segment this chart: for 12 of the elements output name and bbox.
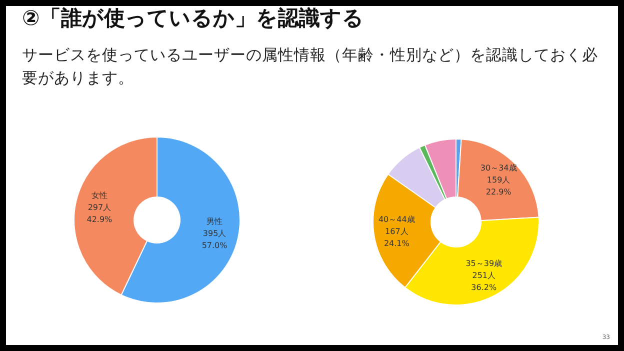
data-label: 297人 42.9% bbox=[86, 202, 113, 224]
slice-label: 男性 bbox=[206, 217, 223, 226]
slice-label: 40～44歳 bbox=[378, 214, 415, 224]
text: サービスを使っているユーザーの属性情報（年齢・性別など）を認識しておく必要があります。 bbox=[22, 45, 599, 89]
slice-label: 30～34歳 bbox=[480, 164, 517, 173]
chart-title: ②「誰が使っているか」を認識する bbox=[22, 5, 364, 32]
data-label: 159人 22.9% bbox=[486, 176, 512, 197]
data-label: 395人 57.0% bbox=[202, 229, 228, 250]
slice-label: 35～39歳 bbox=[466, 259, 502, 268]
data-label: 251人 36.2% bbox=[471, 271, 497, 292]
data-label: 167人 24.1% bbox=[384, 226, 410, 248]
slice-label: 女性 bbox=[91, 190, 108, 200]
